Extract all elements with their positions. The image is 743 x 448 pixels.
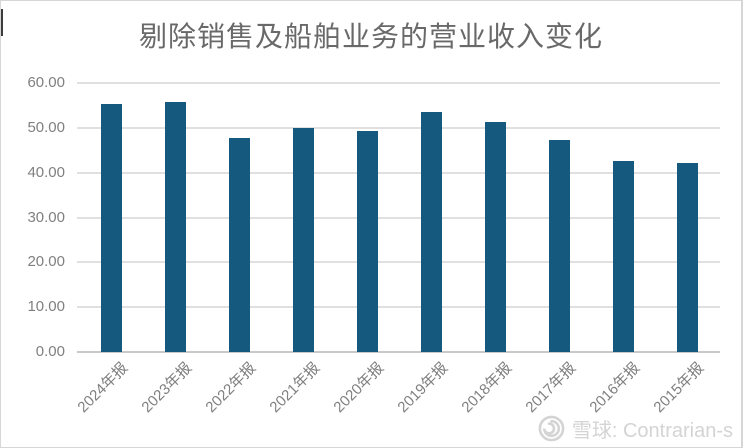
bar-2024年报 xyxy=(101,104,122,352)
xueqiu-snowball-icon xyxy=(538,415,565,442)
bar-2022年报 xyxy=(229,138,251,352)
bar-2023年报 xyxy=(165,102,187,352)
bar-2021年报 xyxy=(293,127,315,352)
y-tick-label: 60.00 xyxy=(27,74,65,91)
bar-2017年报 xyxy=(549,140,571,352)
y-tick-label: 10.00 xyxy=(27,298,65,316)
gridline xyxy=(77,82,720,84)
bar-2018年报 xyxy=(485,122,507,352)
gridline xyxy=(77,126,720,129)
bar-2019年报 xyxy=(421,111,443,352)
y-tick-label: 0.00 xyxy=(35,343,65,360)
x-axis-line xyxy=(77,351,720,353)
gridline xyxy=(77,216,720,219)
watermark: 雪球: Contrarian-s xyxy=(538,414,733,443)
y-tick-label: 40.00 xyxy=(27,163,65,181)
gridline xyxy=(77,171,720,174)
chart-title: 剔除销售及船舶业务的营业收入变化 xyxy=(138,21,603,52)
bar-2016年报 xyxy=(613,161,635,352)
gridline xyxy=(77,261,720,264)
screen-edge-artifact xyxy=(1,9,3,36)
y-tick-label: 20.00 xyxy=(27,253,65,271)
plot-area xyxy=(77,82,720,353)
bar-2020年报 xyxy=(357,130,379,352)
y-tick-label: 30.00 xyxy=(27,208,65,226)
bar-2015年报 xyxy=(677,163,699,352)
gridline xyxy=(77,306,720,309)
y-tick-label: 50.00 xyxy=(27,118,65,136)
watermark-text: 雪球: Contrarian-s xyxy=(571,420,733,442)
